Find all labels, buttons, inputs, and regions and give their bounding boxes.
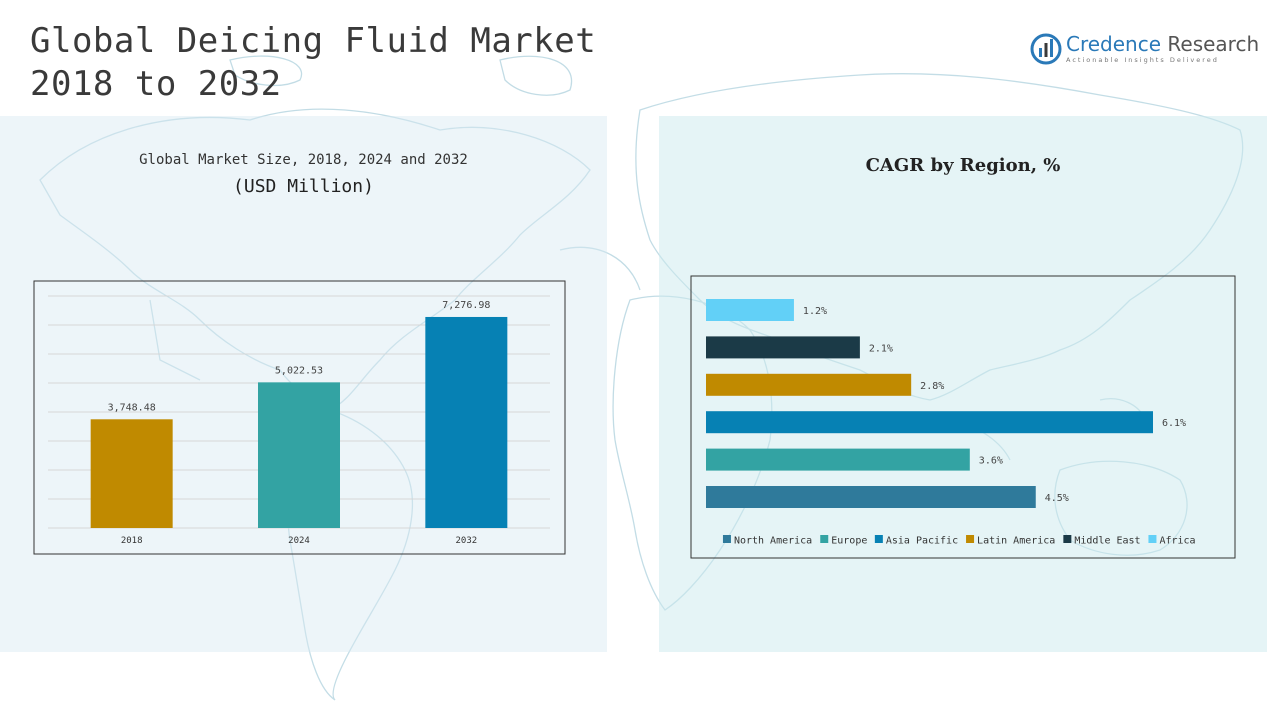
bar-2018 (90, 419, 173, 528)
bar-value-label: 7,276.98 (442, 300, 490, 311)
market-size-chart-frame (33, 280, 566, 555)
x-tick-label: 2018 (121, 536, 143, 546)
logo-name-part2: Research (1167, 32, 1260, 56)
bar-chart-logo-icon (1030, 33, 1062, 65)
bar-2032 (425, 316, 508, 528)
bar-value-label: 5,022.53 (275, 365, 323, 376)
market-size-chart-title: Global Market Size, 2018, 2024 and 2032 (139, 152, 468, 168)
bar-2024 (258, 382, 340, 528)
page-title: Global Deicing Fluid Market 2018 to 2032 (30, 20, 596, 106)
logo-name-part1: Credence (1066, 32, 1162, 56)
title-line-1: Global Deicing Fluid Market (30, 21, 597, 61)
cagr-chart-title: CAGR by Region, % (865, 155, 1061, 176)
bar-value-label: 3,748.48 (108, 402, 156, 413)
logo-tagline: Actionable Insights Delivered (1066, 56, 1219, 64)
credence-research-logo: Credence Research Actionable Insights De… (1030, 30, 1259, 70)
title-line-2: 2018 to 2032 (30, 64, 282, 104)
x-tick-label: 2032 (455, 536, 477, 546)
x-tick-label: 2024 (288, 536, 310, 546)
logo-name: Credence Research (1066, 32, 1259, 56)
market-size-chart-subtitle: (USD Million) (233, 176, 374, 197)
